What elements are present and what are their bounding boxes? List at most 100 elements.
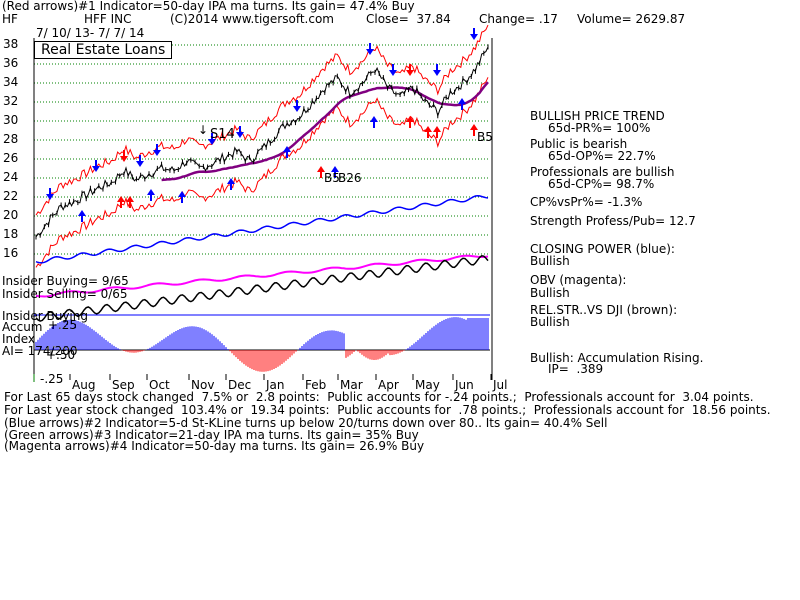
insider-buying-2: Insider Buying xyxy=(2,309,88,323)
chart-lines xyxy=(35,24,489,322)
up-arrow-icon xyxy=(424,126,432,138)
y-tick-label: 38 xyxy=(3,37,19,51)
s14-arrow-icon: ↓ xyxy=(198,123,209,137)
up-arrow-icon xyxy=(458,98,466,110)
down-arrow-icon xyxy=(433,64,441,76)
copyright: (C)2014 www.tigersoft.com xyxy=(170,12,334,26)
closing-power-line xyxy=(35,195,489,264)
company-name: HFF INC xyxy=(84,12,132,26)
footer-65day: For Last 65 days stock changed 7.5% or 2… xyxy=(4,390,754,404)
x-tick-label: Jan xyxy=(266,378,285,392)
index-label: Index xyxy=(2,332,36,346)
down-arrow-icon xyxy=(120,150,128,162)
up-arrow-icon xyxy=(331,166,339,178)
plus50-label: +.50 xyxy=(46,348,76,362)
pr-value: 65d-PR%= 100% xyxy=(548,121,651,135)
y-tick-label: 24 xyxy=(3,170,19,184)
down-arrow-icon xyxy=(236,126,244,138)
y-tick-label: 28 xyxy=(3,132,19,146)
obv-label: OBV (magenta): xyxy=(530,273,627,287)
y-tick-label: 20 xyxy=(3,208,19,222)
down-arrow-icon xyxy=(389,64,397,76)
price-gridlines xyxy=(33,38,493,382)
price-line xyxy=(35,46,489,238)
up-arrow-icon xyxy=(117,196,125,208)
y-tick-label: 30 xyxy=(3,113,19,127)
closing-power-label: CLOSING POWER (blue): xyxy=(530,242,675,256)
x-tick-label: Aug xyxy=(72,378,96,392)
y-tick-label: 26 xyxy=(3,151,19,165)
indicator-1-line: (Red arrows)#1 Indicator=50-day IPA ma t… xyxy=(2,0,415,13)
insider-selling: Insider Selling= 0/65 xyxy=(2,287,128,301)
relstr-state: Bullish xyxy=(530,315,570,329)
bullish-trend: BULLISH PRICE TREND xyxy=(530,109,665,123)
s14-label: S14 xyxy=(210,127,235,142)
footer-green-arrows: (Green arrows)#3 Indicator=21-day IPA ma… xyxy=(4,428,419,442)
footer-magenta-arrows: (Magenta arrows)#4 Indicator=50-day ma t… xyxy=(4,439,425,453)
up-arrow-icon xyxy=(227,178,235,190)
down-arrow-icon xyxy=(470,28,478,40)
plus25-label: +.25 xyxy=(48,318,78,332)
up-arrow-icon xyxy=(178,191,186,203)
lower-band xyxy=(35,77,489,268)
up-arrow-icon xyxy=(126,196,134,208)
up-arrow-icon xyxy=(406,116,414,128)
cp-value: 65d-CP%= 98.7% xyxy=(548,177,655,191)
y-tick-label: 36 xyxy=(3,56,19,70)
minus25-label: -.25 xyxy=(40,372,64,386)
obv-state: Bullish xyxy=(530,286,570,300)
down-arrow-icon xyxy=(92,160,100,172)
accum-rising: Bullish: Accumulation Rising. xyxy=(530,351,704,365)
x-tick-label: Dec xyxy=(228,378,252,392)
up-arrow-icon xyxy=(78,210,86,222)
down-arrow-icon xyxy=(406,64,414,76)
x-tick-label: Oct xyxy=(149,378,170,392)
x-tick-label: Sep xyxy=(112,378,135,392)
x-tick-label: Nov xyxy=(191,378,215,392)
volume-value: Volume= 2629.87 xyxy=(577,12,686,26)
footer-blue-arrows: (Blue arrows)#2 Indicator=5-d St-KLine t… xyxy=(4,416,608,430)
moving-average-line xyxy=(161,81,489,182)
accumulation-index-histogram xyxy=(34,314,490,372)
cpvspr-value: CP%vsPr%= -1.3% xyxy=(530,195,643,209)
change-value: Change= .17 xyxy=(479,12,558,26)
up-arrow-icon xyxy=(283,146,291,158)
symbol: HF xyxy=(2,12,18,26)
op-value: 65d-OP%= 22.7% xyxy=(548,149,656,163)
close-value: Close= 37.84 xyxy=(366,12,451,26)
b5-label-right: B5 xyxy=(477,130,493,144)
up-arrow-icon xyxy=(370,116,378,128)
pros-bullish: Professionals are bullish xyxy=(530,165,675,179)
footer-year: For Last year stock changed 103.4% or 19… xyxy=(4,403,771,417)
industry-label: Real Estate Loans xyxy=(34,41,173,59)
x-tick-label: May xyxy=(415,378,440,392)
obv-line xyxy=(35,254,489,298)
y-tick-label: 22 xyxy=(3,189,19,203)
closing-power-state: Bullish xyxy=(530,254,570,268)
up-arrow-icon xyxy=(433,126,441,138)
y-tick-label: 32 xyxy=(3,94,19,108)
relative-strength-line xyxy=(35,255,489,322)
relstr-label: REL.STR..VS DJI (brown): xyxy=(530,303,678,317)
up-arrow-icon xyxy=(147,189,155,201)
down-arrow-icon xyxy=(46,188,54,200)
y-tick-label: 16 xyxy=(3,246,19,260)
upper-band xyxy=(35,24,489,216)
date-range: 7/ 10/ 13- 7/ 7/ 14 xyxy=(36,26,145,40)
up-arrow-icon xyxy=(470,124,478,136)
x-tick-label: Jun xyxy=(455,378,474,392)
ai-label: AI= 174/200 xyxy=(2,344,78,358)
y-tick-label: 18 xyxy=(3,227,19,241)
up-arrow-icon xyxy=(317,166,325,178)
insider-buying: Insider Buying= 9/65 xyxy=(2,274,129,288)
signal-arrows xyxy=(46,28,478,222)
accum-label: Accum xyxy=(2,320,43,334)
down-arrow-icon xyxy=(366,43,374,55)
x-tick-label: Mar xyxy=(340,378,363,392)
down-arrow-icon xyxy=(153,144,161,156)
down-arrow-icon xyxy=(136,155,144,167)
down-arrow-icon xyxy=(208,133,216,145)
down-arrow-icon xyxy=(293,100,301,112)
x-tick-label: Jul xyxy=(493,378,508,392)
